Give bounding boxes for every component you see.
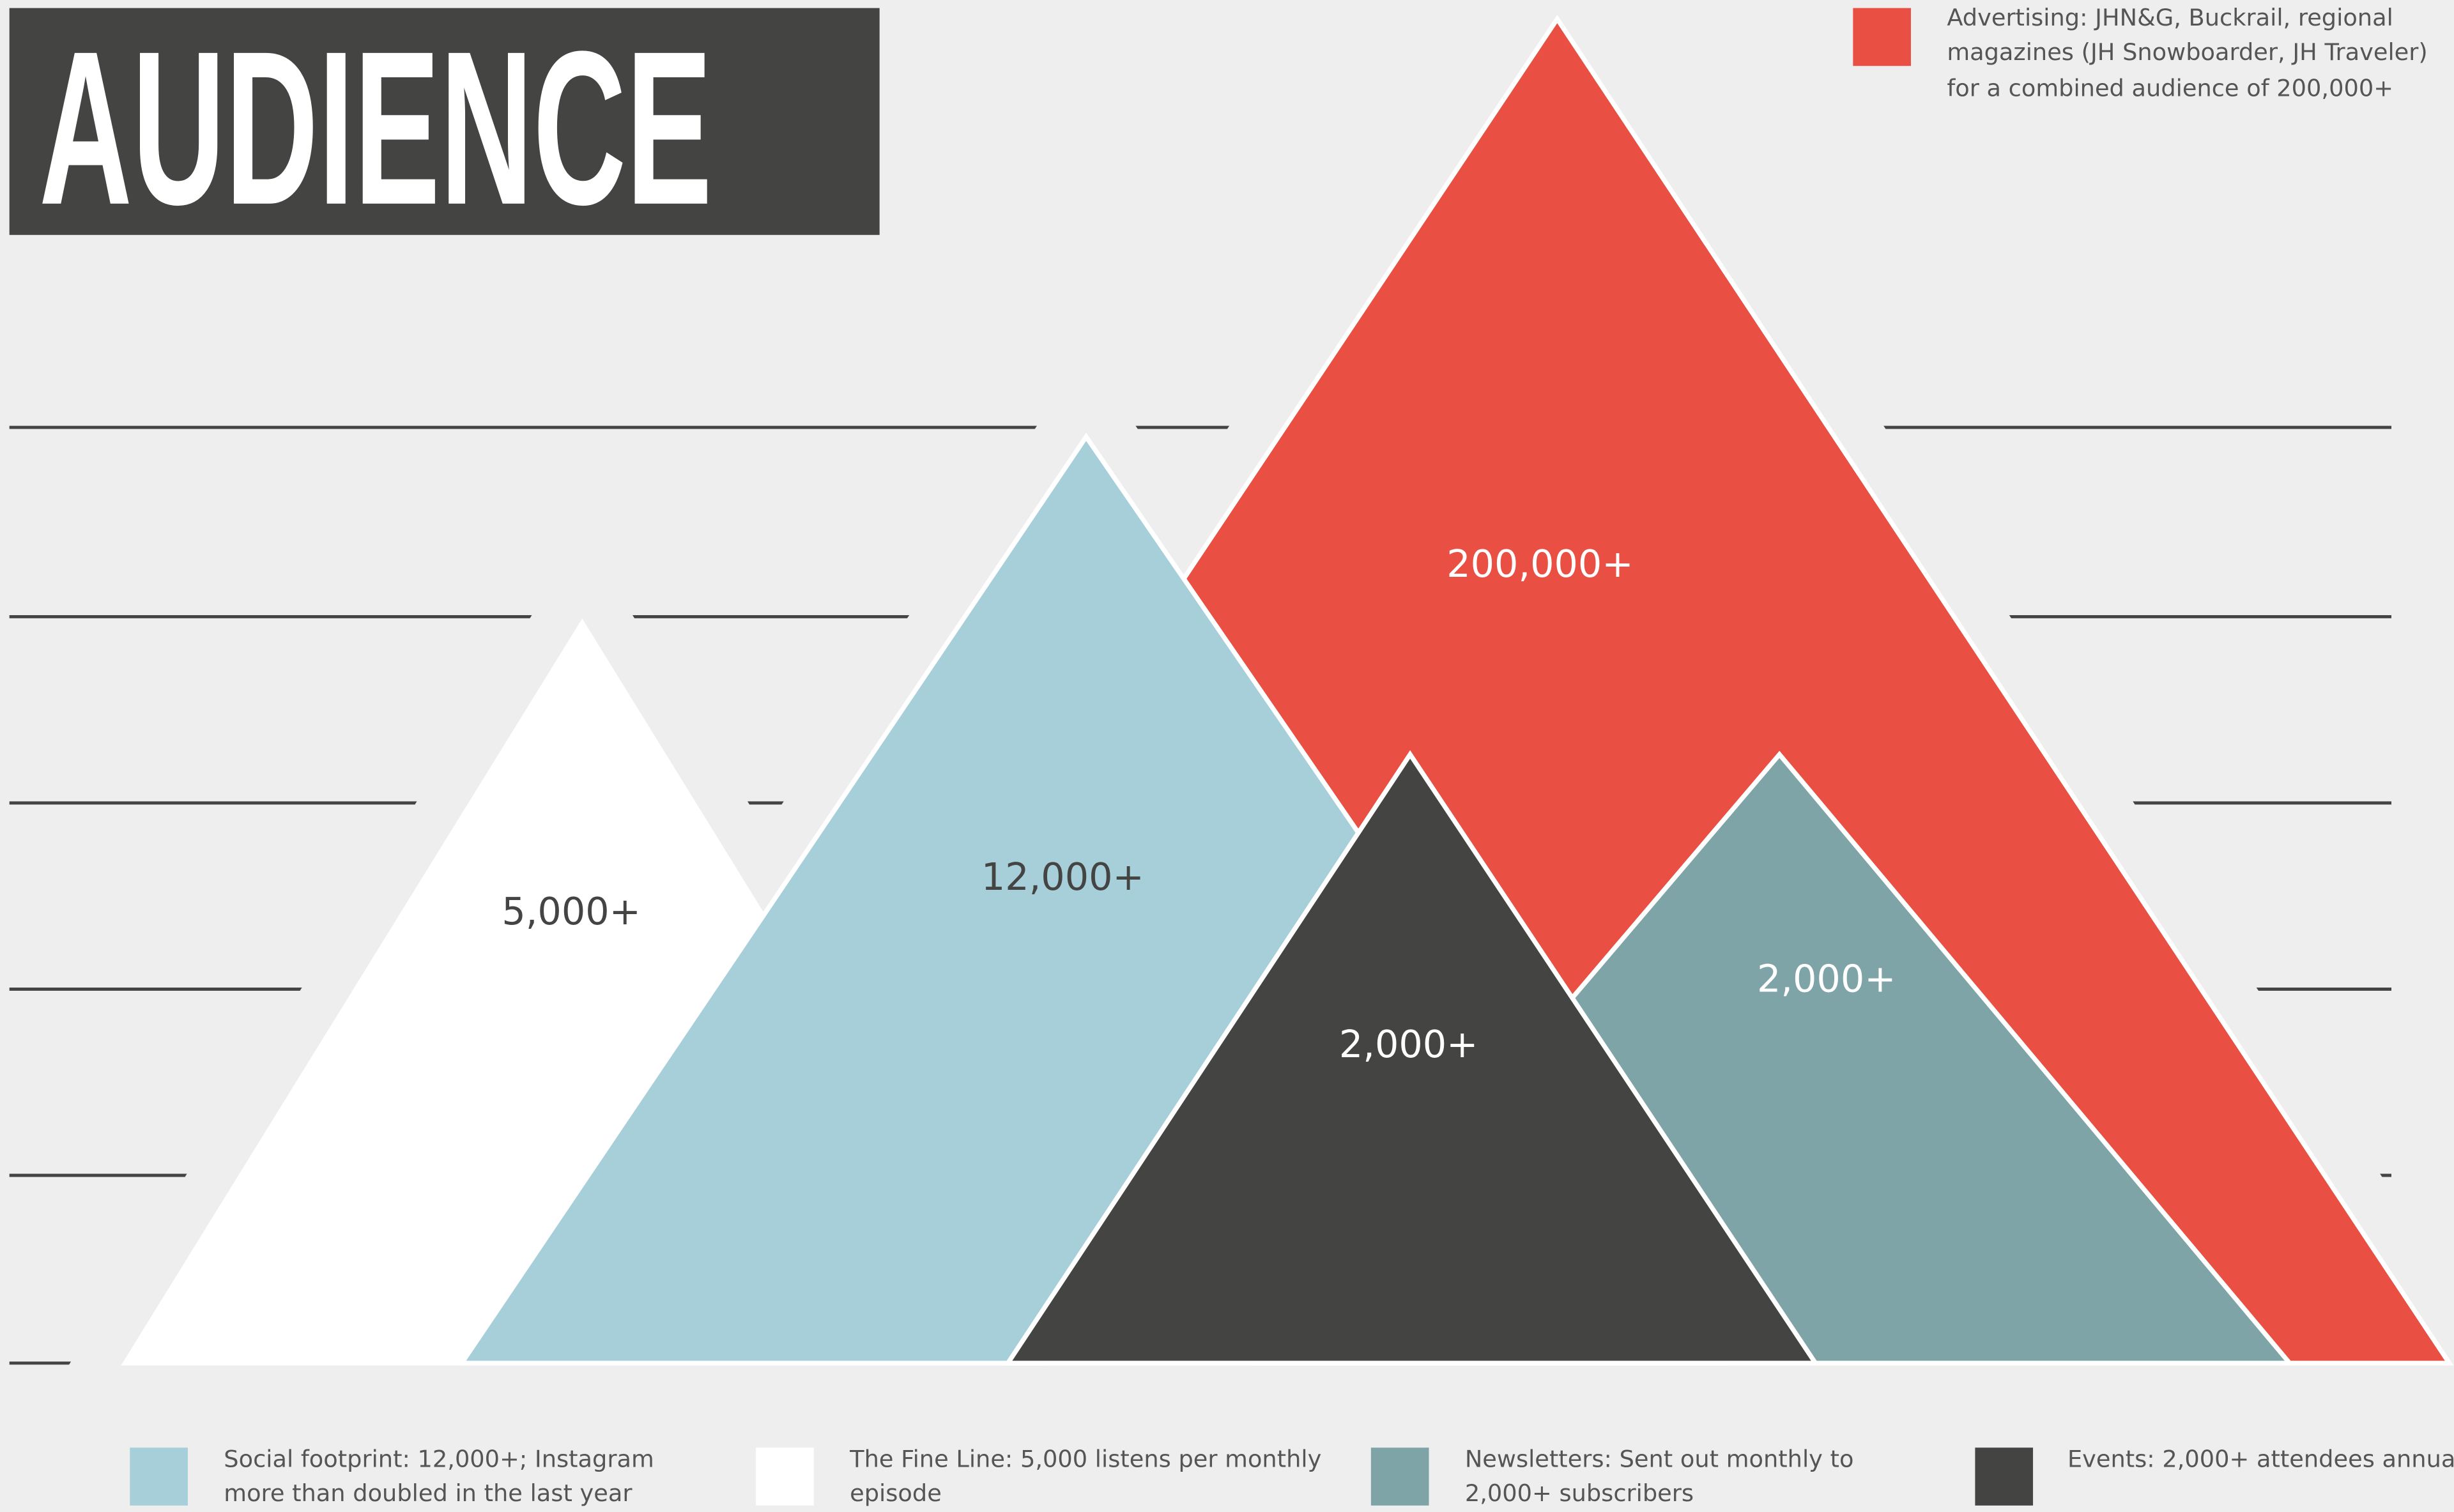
legend-swatch xyxy=(130,1447,188,1506)
title-box xyxy=(9,8,880,235)
legend-text: The Fine Line: 5,000 listens per monthly xyxy=(849,1445,1321,1472)
value-label: 5,000+ xyxy=(502,889,641,933)
value-label: 200,000+ xyxy=(1446,542,1633,586)
legend-text: Advertising: JHN&G, Buckrail, regional xyxy=(1947,4,2393,31)
legend-text: 2,000+ subscribers xyxy=(1465,1479,1694,1507)
legend-text: Events: 2,000+ attendees annually xyxy=(2067,1445,2454,1472)
legend-text: more than doubled in the last year xyxy=(224,1479,633,1507)
footer-bg xyxy=(0,1364,2454,1512)
legend-swatch xyxy=(1853,8,1911,66)
legend-text: Social footprint: 12,000+; Instagram xyxy=(224,1445,654,1472)
value-label: 2,000+ xyxy=(1339,1022,1478,1066)
legend-text: magazines (JH Snowboarder, JH Traveler) xyxy=(1947,38,2427,66)
legend-text: episode xyxy=(850,1479,942,1507)
value-label: 12,000+ xyxy=(981,855,1144,899)
legend-swatch xyxy=(1975,1447,2034,1506)
value-label: 2,000+ xyxy=(1757,956,1896,1000)
legend-text: Newsletters: Sent out monthly to xyxy=(1465,1445,1854,1472)
title: AUDIENCE xyxy=(39,6,712,250)
triangle-events xyxy=(1003,750,1820,1366)
legend-swatch xyxy=(756,1447,814,1506)
legend-swatch xyxy=(1370,1447,1429,1506)
legend-text: for a combined audience of 200,000+ xyxy=(1947,74,2393,102)
